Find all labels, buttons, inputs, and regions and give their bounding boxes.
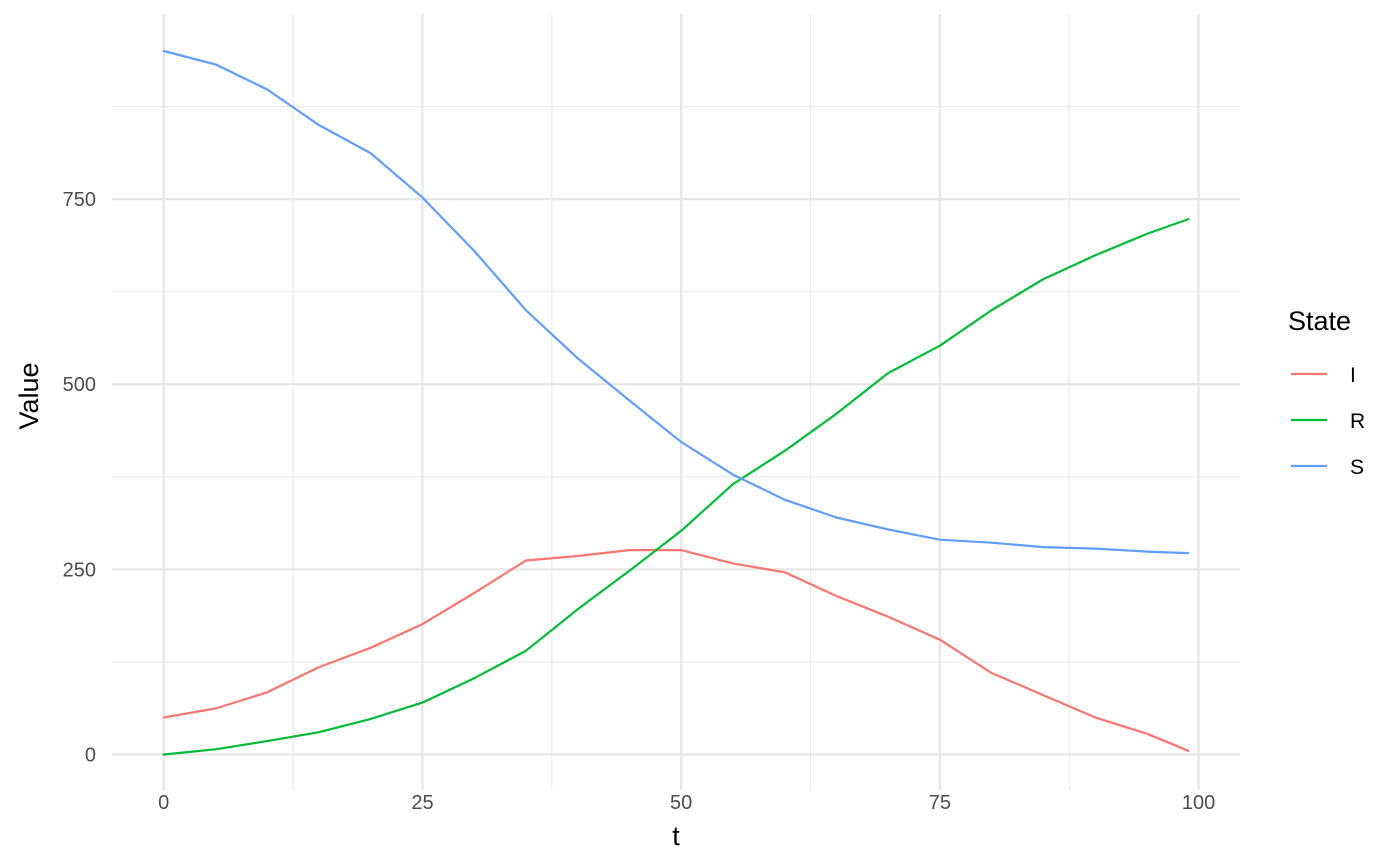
y-tick-label: 250 xyxy=(63,559,96,581)
y-tick-label: 0 xyxy=(85,744,96,766)
minor-gridlines xyxy=(112,14,1240,790)
x-axis-title: t xyxy=(672,821,680,851)
y-tick-labels: 0 250 500 750 xyxy=(63,189,96,766)
y-axis-title: Value xyxy=(14,362,44,429)
x-tick-label: 50 xyxy=(670,792,692,814)
legend-label-i: I xyxy=(1350,364,1356,387)
series-lines xyxy=(164,51,1189,755)
x-tick-label: 100 xyxy=(1182,792,1215,814)
x-tick-label: 25 xyxy=(411,792,433,814)
y-tick-label: 750 xyxy=(63,189,96,211)
series-line-r xyxy=(164,219,1189,754)
legend-label-s: S xyxy=(1350,456,1364,479)
legend: State IRS xyxy=(1288,306,1365,479)
x-tick-label: 75 xyxy=(929,792,951,814)
series-line-s xyxy=(164,51,1189,553)
legend-title: State xyxy=(1288,306,1351,336)
y-tick-label: 500 xyxy=(63,374,96,396)
major-gridlines xyxy=(112,14,1240,790)
x-tick-labels: 0 25 50 75 100 xyxy=(158,792,1215,814)
series-line-i xyxy=(164,550,1189,751)
legend-label-r: R xyxy=(1350,410,1365,433)
x-tick-label: 0 xyxy=(158,792,169,814)
